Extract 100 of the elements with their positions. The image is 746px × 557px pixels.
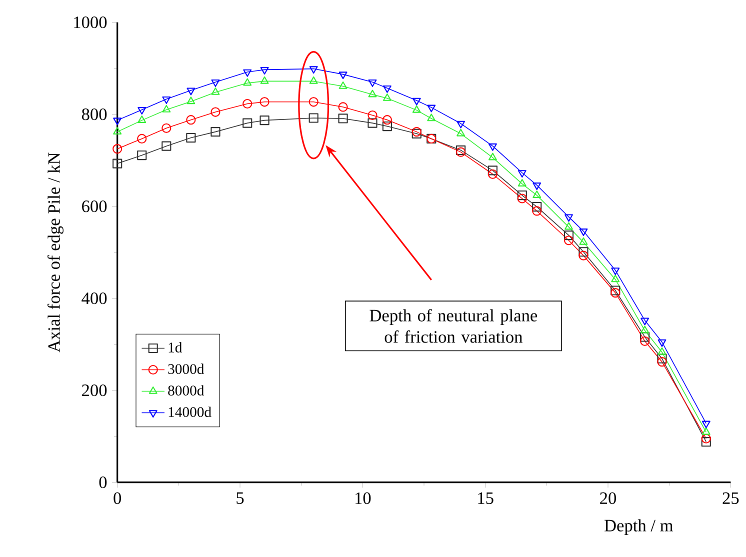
point (211, 79, 220, 87)
point (242, 118, 252, 128)
point (162, 141, 172, 151)
y-tick-label: 200 (82, 384, 107, 396)
point (260, 97, 270, 107)
point (427, 114, 436, 122)
point (611, 268, 620, 276)
point (308, 113, 318, 123)
x-axis-title: Depth / m (604, 519, 674, 535)
point (211, 87, 220, 95)
point (427, 104, 436, 112)
point (113, 118, 122, 126)
y-tick-label: 400 (82, 292, 107, 304)
y-tick-label: 600 (82, 200, 107, 212)
point (138, 116, 146, 123)
y-tick-label: 800 (82, 108, 107, 120)
point (308, 97, 318, 107)
point (382, 115, 392, 125)
point (658, 347, 666, 355)
point (260, 67, 269, 75)
x-tick-label: 15 (478, 492, 494, 504)
point (564, 236, 574, 246)
point (162, 96, 171, 104)
point (186, 88, 196, 96)
y-tick-label: 1000 (74, 16, 107, 28)
point (138, 107, 146, 115)
point (702, 427, 710, 435)
legend-label: 1d (168, 342, 182, 352)
legend-label: 14000d (168, 406, 212, 418)
point (368, 110, 378, 120)
point (137, 150, 147, 160)
point (382, 121, 392, 132)
point (532, 182, 542, 190)
point (658, 339, 666, 347)
point (456, 120, 466, 128)
point (260, 76, 269, 84)
point (532, 190, 542, 198)
point (532, 206, 542, 216)
point (243, 78, 252, 86)
point (260, 116, 270, 126)
point (579, 237, 588, 245)
point (517, 194, 527, 204)
point (701, 437, 711, 447)
point (488, 152, 497, 160)
point (640, 318, 650, 326)
point (578, 247, 588, 257)
point (309, 76, 318, 84)
point (382, 85, 392, 93)
point (412, 98, 421, 106)
point (579, 228, 588, 236)
point (162, 123, 172, 133)
x-tick-label: 10 (356, 492, 371, 504)
point (518, 170, 526, 178)
point (210, 127, 220, 137)
point (186, 115, 196, 125)
point (338, 72, 348, 80)
point (186, 96, 196, 104)
y-axis-title: Axial force of edge Pile / kN (48, 152, 64, 352)
point (640, 326, 650, 334)
point (338, 102, 348, 112)
point (532, 202, 542, 212)
point (640, 336, 650, 346)
point (488, 169, 498, 179)
point (368, 118, 378, 128)
x-tick-label: 5 (236, 492, 244, 504)
point (162, 104, 171, 112)
point (610, 286, 620, 296)
point (564, 230, 574, 240)
point (112, 158, 122, 168)
legend-label: 3000d (168, 364, 204, 374)
point (564, 214, 573, 222)
point (518, 178, 526, 186)
x-tick-label: 20 (600, 492, 616, 504)
point (456, 128, 466, 136)
x-tick-label: 0 (114, 492, 122, 504)
point (702, 420, 710, 428)
point (338, 81, 348, 89)
point (564, 222, 573, 230)
point (488, 166, 498, 176)
point (611, 274, 620, 282)
point (309, 66, 318, 74)
point (701, 434, 711, 444)
point (243, 69, 252, 77)
x-tick-label: 25 (722, 492, 739, 504)
point (368, 79, 377, 87)
point (488, 143, 497, 151)
point (186, 132, 196, 143)
point (210, 107, 220, 117)
point (338, 114, 348, 124)
point (368, 90, 377, 98)
point (112, 144, 122, 154)
annotation: Depth of neutural plane of friction variation (370, 309, 538, 343)
point (578, 250, 588, 260)
legend-label: 8000d (168, 385, 204, 396)
point (242, 98, 252, 109)
point (137, 134, 147, 144)
y-tick-label: 0 (99, 476, 107, 488)
point (382, 93, 392, 101)
point (610, 288, 620, 298)
point (657, 357, 667, 367)
